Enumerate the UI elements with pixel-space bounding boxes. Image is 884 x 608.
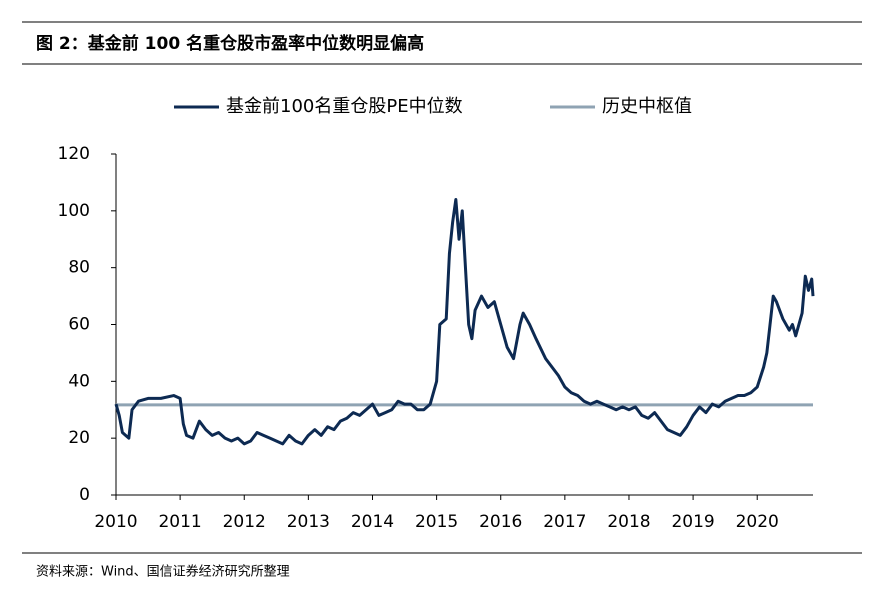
- y-tick-label: 120: [58, 144, 90, 164]
- legend-label: 基金前100名重仓股PE中位数: [226, 96, 463, 117]
- x-tick-label: 2010: [94, 512, 137, 532]
- x-tick-label: 2019: [671, 512, 714, 532]
- x-tick-label: 2014: [351, 512, 394, 532]
- x-tick-label: 2016: [479, 512, 522, 532]
- chart-title: 图 2：基金前 100 名重仓股市盈率中位数明显偏高: [36, 33, 424, 54]
- series-line: [114, 197, 815, 446]
- y-tick-label: 60: [68, 315, 90, 335]
- legend-label: 历史中枢值: [602, 96, 692, 117]
- x-tick-label: 2018: [607, 512, 650, 532]
- x-tick-label: 2017: [543, 512, 586, 532]
- x-tick-label: 2013: [287, 512, 330, 532]
- y-tick-label: 20: [68, 428, 90, 448]
- y-tick-label: 100: [58, 201, 90, 221]
- y-tick-label: 80: [68, 258, 90, 278]
- x-tick-label: 2012: [223, 512, 266, 532]
- x-tick-label: 2020: [736, 512, 779, 532]
- y-tick-label: 40: [68, 371, 90, 391]
- source-note: 资料来源：Wind、国信证券经济研究所整理: [36, 564, 290, 580]
- x-tick-label: 2015: [415, 512, 458, 532]
- y-tick-label: 0: [79, 485, 90, 505]
- x-tick-label: 2011: [158, 512, 201, 532]
